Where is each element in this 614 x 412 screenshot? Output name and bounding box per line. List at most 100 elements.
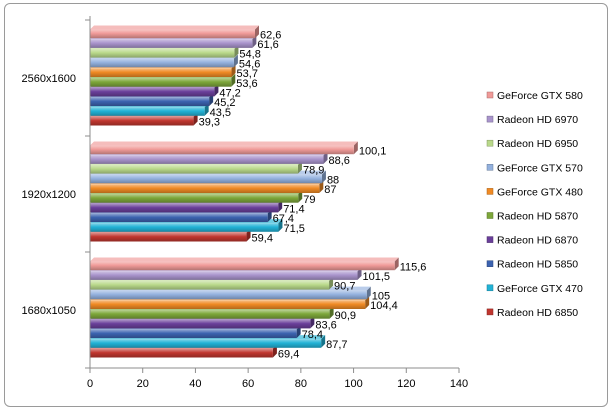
bar-end-1920x1200-geforce-gtx-580 xyxy=(353,141,358,155)
bar-2560x1600-geforce-gtx-570 xyxy=(90,58,234,68)
category-label-2560x1600: 2560x1600 xyxy=(22,73,76,85)
legend-label-radeon-hd-6870: Radeon HD 6870 xyxy=(497,235,578,247)
value-label-2560x1600-radeon-hd-6850: 39,3 xyxy=(199,117,220,129)
value-label-2560x1600-radeon-hd-6950: 54,8 xyxy=(239,49,260,61)
bar-end-1680x1050-radeon-hd-6850 xyxy=(272,344,277,358)
x-tick-label-0: 0 xyxy=(87,378,93,390)
bar-2560x1600-geforce-gtx-580 xyxy=(90,29,255,39)
bar-1920x1200-radeon-hd-6870 xyxy=(90,203,279,213)
value-label-2560x1600-geforce-gtx-470: 43,5 xyxy=(210,107,231,119)
x-tick-label-140: 140 xyxy=(450,378,468,390)
bar-end-2560x1600-radeon-hd-6950 xyxy=(234,44,239,58)
value-label-1920x1200-geforce-gtx-480: 87 xyxy=(324,184,336,196)
bar-1920x1200-radeon-hd-5850 xyxy=(90,213,268,223)
value-label-1920x1200-radeon-hd-6950: 78,9 xyxy=(303,165,324,177)
legend-swatch-geforce-gtx-580 xyxy=(486,91,494,99)
bar-end-2560x1600-geforce-gtx-570 xyxy=(233,54,238,68)
x-tick-label-20: 20 xyxy=(137,378,149,390)
bar-end-2560x1600-geforce-gtx-470 xyxy=(204,103,209,116)
value-label-1680x1050-radeon-hd-5870: 90,9 xyxy=(335,310,356,322)
bar-1920x1200-geforce-gtx-470 xyxy=(90,223,279,232)
bar-end-1680x1050-radeon-hd-5870 xyxy=(329,306,334,319)
bar-end-1680x1050-geforce-gtx-470 xyxy=(321,335,326,348)
bar-1680x1050-geforce-gtx-480 xyxy=(90,300,366,309)
bar-end-1920x1200-radeon-hd-6850 xyxy=(246,228,251,242)
legend-swatch-radeon-hd-6950 xyxy=(486,139,494,147)
bar-1680x1050-geforce-gtx-470 xyxy=(90,339,322,348)
legend-label-geforce-gtx-480: GeForce GTX 480 xyxy=(497,186,583,198)
value-label-1920x1200-radeon-hd-5870: 79 xyxy=(303,194,315,206)
legend-label-radeon-hd-6970: Radeon HD 6970 xyxy=(497,114,578,126)
bar-2560x1600-radeon-hd-6850 xyxy=(90,116,194,126)
bar-1680x1050-radeon-hd-6850 xyxy=(90,348,273,358)
legend-swatch-radeon-hd-6850 xyxy=(486,308,494,316)
bar-2560x1600-radeon-hd-5870 xyxy=(90,78,232,87)
value-label-1680x1050-geforce-gtx-570: 105 xyxy=(372,290,390,302)
bar-1920x1200-geforce-gtx-480 xyxy=(90,184,320,193)
bar-1680x1050-radeon-hd-6950 xyxy=(90,280,330,290)
legend-label-radeon-hd-5870: Radeon HD 5870 xyxy=(497,211,578,223)
value-label-1680x1050-radeon-hd-5850: 78,4 xyxy=(302,329,323,341)
bar-1680x1050-geforce-gtx-580 xyxy=(90,261,395,271)
bar-end-2560x1600-geforce-gtx-580 xyxy=(254,25,259,39)
bar-end-1680x1050-radeon-hd-6950 xyxy=(329,276,334,290)
value-label-2560x1600-geforce-gtx-580: 62,6 xyxy=(260,29,281,41)
legend-swatch-geforce-gtx-570 xyxy=(486,164,494,171)
legend: GeForce GTX 580 Radeon HD 6970 Radeon HD 6… xyxy=(486,90,583,319)
bar-2560x1600-radeon-hd-6950 xyxy=(90,48,235,58)
bar-end-1920x1200-geforce-gtx-470 xyxy=(278,219,283,232)
axis-layer: 1680x1050 1920x1200 2560x1600 0 20 40 60 80 100 1… xyxy=(22,16,468,390)
bar-1920x1200-radeon-hd-5870 xyxy=(90,194,299,203)
bar-end-1920x1200-radeon-hd-6970 xyxy=(323,151,328,164)
bar-1920x1200-radeon-hd-6950 xyxy=(90,164,298,174)
bar-end-1680x1050-geforce-gtx-570 xyxy=(366,286,371,300)
bar-2560x1600-radeon-hd-6870 xyxy=(90,87,215,97)
value-label-1680x1050-radeon-hd-6870: 83,6 xyxy=(315,319,336,331)
value-label-1680x1050-geforce-gtx-480: 104,4 xyxy=(370,300,398,312)
bar-2560x1600-geforce-gtx-470 xyxy=(90,107,205,116)
bar-1680x1050-radeon-hd-6870 xyxy=(90,319,311,329)
x-tick-label-40: 40 xyxy=(189,378,201,390)
bar-end-1920x1200-geforce-gtx-570 xyxy=(321,170,326,184)
value-label-1680x1050-radeon-hd-6850: 69,4 xyxy=(278,349,299,361)
bar-end-2560x1600-radeon-hd-5870 xyxy=(231,74,236,87)
value-label-1920x1200-geforce-gtx-580: 100,1 xyxy=(359,145,387,157)
bar-top-2560x1600-geforce-gtx-580 xyxy=(90,25,259,30)
bar-top-1680x1050-geforce-gtx-580 xyxy=(90,257,399,262)
bar-end-1920x1200-radeon-hd-5870 xyxy=(298,190,303,203)
legend-label-geforce-gtx-570: GeForce GTX 570 xyxy=(497,162,583,174)
value-label-1680x1050-radeon-hd-6970: 101,5 xyxy=(363,271,391,283)
value-label-1920x1200-radeon-hd-5850: 67,4 xyxy=(273,213,294,225)
bar-end-1680x1050-radeon-hd-6970 xyxy=(357,267,362,280)
bar-1920x1200-geforce-gtx-580 xyxy=(90,145,354,155)
legend-swatch-radeon-hd-5870 xyxy=(486,212,494,219)
bar-1920x1200-geforce-gtx-570 xyxy=(90,174,322,184)
bar-end-2560x1600-radeon-hd-6970 xyxy=(252,35,257,48)
bar-end-1680x1050-radeon-hd-6870 xyxy=(310,315,315,329)
bar-1680x1050-radeon-hd-5850 xyxy=(90,329,297,339)
bar-end-2560x1600-geforce-gtx-480 xyxy=(231,64,236,77)
bar-2560x1600-geforce-gtx-480 xyxy=(90,68,232,77)
bar-1680x1050-radeon-hd-6970 xyxy=(90,271,358,280)
value-label-1680x1050-geforce-gtx-580: 115,6 xyxy=(400,261,427,273)
bar-2560x1600-radeon-hd-5850 xyxy=(90,97,210,107)
bar-end-2560x1600-radeon-hd-5850 xyxy=(209,93,214,107)
x-tick-label-120: 120 xyxy=(397,378,415,390)
value-label-2560x1600-radeon-hd-6970: 61,6 xyxy=(257,39,278,51)
value-label-1920x1200-radeon-hd-6850: 59,4 xyxy=(252,233,273,245)
bar-2560x1600-radeon-hd-6970 xyxy=(90,39,253,48)
value-label-2560x1600-radeon-hd-5850: 45,2 xyxy=(214,97,235,109)
category-label-1920x1200: 1920x1200 xyxy=(22,189,76,201)
value-label-2560x1600-geforce-gtx-480: 53,7 xyxy=(237,68,258,80)
bar-1680x1050-radeon-hd-5870 xyxy=(90,310,330,319)
x-tick-label-60: 60 xyxy=(242,378,254,390)
legend-swatch-radeon-hd-6870 xyxy=(486,236,494,243)
legend-swatch-geforce-gtx-480 xyxy=(486,188,494,195)
bar-end-1920x1200-radeon-hd-5850 xyxy=(267,209,272,223)
legend-swatch-radeon-hd-6970 xyxy=(486,115,494,123)
bar-1680x1050-geforce-gtx-570 xyxy=(90,290,367,300)
bar-end-2560x1600-radeon-hd-6850 xyxy=(193,112,198,126)
legend-label-radeon-hd-5850: Radeon HD 5850 xyxy=(497,259,578,271)
